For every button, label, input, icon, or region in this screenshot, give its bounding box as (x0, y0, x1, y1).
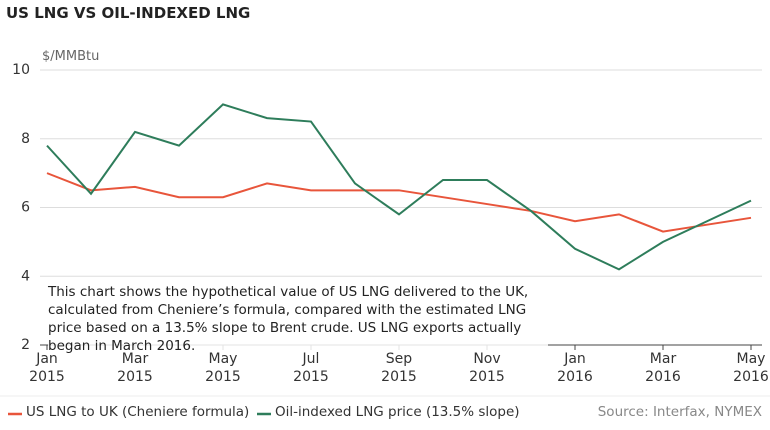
chart-title: US LNG VS OIL-INDEXED LNG (6, 4, 251, 22)
x-tick-label: Jan 2015 (29, 351, 65, 385)
x-tick-label: Jul 2015 (293, 351, 329, 385)
series-line (46, 172, 752, 233)
annotation: This chart shows the hypothetical value … (48, 283, 548, 355)
x-tick-label: Jan 2016 (557, 351, 593, 385)
x-tick-label: Mar 2015 (117, 351, 153, 385)
x-tick-label: May 2016 (733, 351, 769, 385)
x-tick-label: Nov 2015 (469, 351, 505, 385)
series-line (46, 103, 752, 271)
y-tick-label: 10 (12, 62, 30, 78)
legend-label: Oil-indexed LNG price (13.5% slope) (275, 404, 520, 420)
source: Source: Interfax, NYMEX (597, 404, 762, 420)
y-tick-label: 8 (21, 131, 30, 147)
legend-label: US LNG to UK (Cheniere formula) (26, 404, 250, 420)
x-tick-label: Sep 2015 (381, 351, 417, 385)
y-tick-label: 6 (21, 200, 30, 216)
y-tick-label: 4 (21, 268, 30, 284)
x-tick-label: Mar 2016 (645, 351, 681, 385)
y-tick-label: 2 (21, 337, 30, 353)
x-tick-label: May 2015 (205, 351, 241, 385)
y-axis-label: $/MMBtu (42, 49, 100, 64)
